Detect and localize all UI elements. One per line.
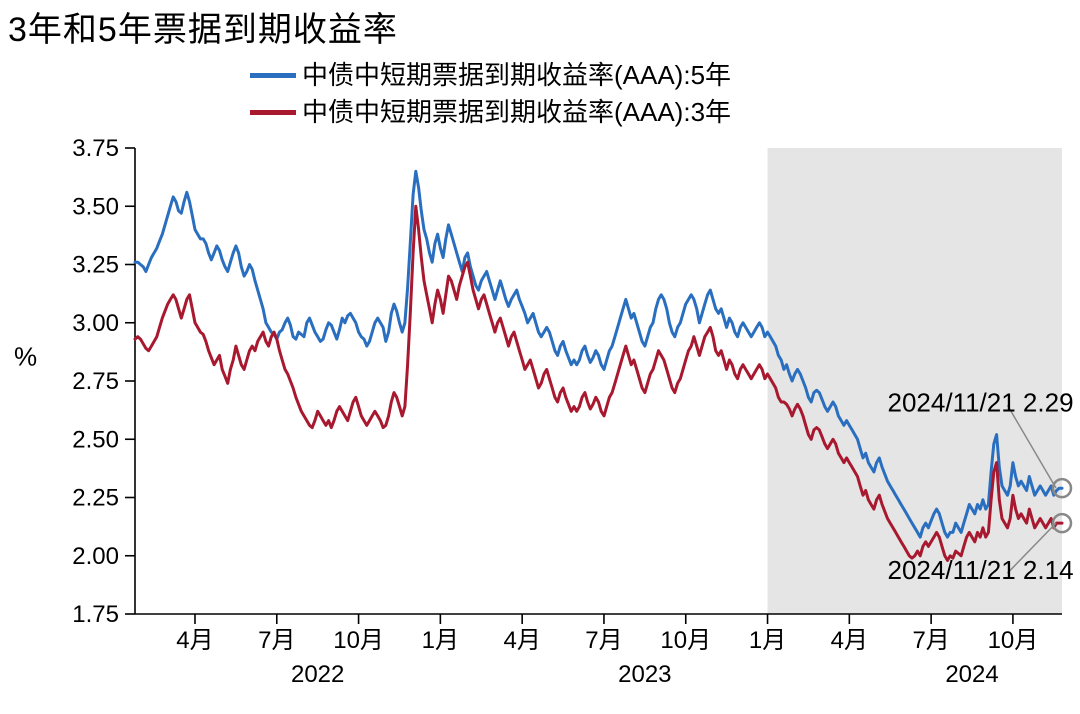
x-tick-year: 2024	[945, 661, 998, 688]
y-tick-label: 3.50	[72, 193, 119, 220]
x-tick-month: 7月	[585, 627, 622, 654]
y-tick-label: 2.25	[72, 485, 119, 512]
annotation-text-5y: 2024/11/21 2.29	[888, 387, 1074, 417]
x-tick-month: 1月	[422, 627, 459, 654]
y-tick-label: 2.00	[72, 543, 119, 570]
annotation-text-3y: 2024/11/21 2.14	[888, 555, 1074, 585]
y-tick-label: 2.75	[72, 368, 119, 395]
y-tick-label: 3.75	[72, 135, 119, 162]
x-tick-year: 2023	[618, 661, 671, 688]
x-tick-year: 2022	[291, 661, 344, 688]
y-tick-label: 3.00	[72, 310, 119, 337]
y-tick-label: 1.75	[72, 601, 119, 628]
x-tick-month: 10月	[333, 627, 384, 654]
shaded-region-2024	[768, 148, 1062, 614]
chart-svg: 1.75 2.00 2.25 2.50 2.75 3.00 3.25 3.50 3.75 4月 7月…	[0, 0, 1080, 714]
y-tick-label: 2.50	[72, 426, 119, 453]
y-tick-label: 3.25	[72, 252, 119, 279]
x-tick-month: 7月	[912, 627, 949, 654]
x-tick-month: 10月	[660, 627, 711, 654]
x-tick-month: 7月	[258, 627, 295, 654]
x-tick-month: 10月	[988, 627, 1039, 654]
x-tick-month: 4月	[831, 627, 868, 654]
plot-area: 1.75 2.00 2.25 2.50 2.75 3.00 3.25 3.50 3.75 4月 7月…	[72, 135, 1073, 688]
x-tick-month: 4月	[503, 627, 540, 654]
x-tick-month: 4月	[176, 627, 213, 654]
x-tick-month: 1月	[749, 627, 786, 654]
